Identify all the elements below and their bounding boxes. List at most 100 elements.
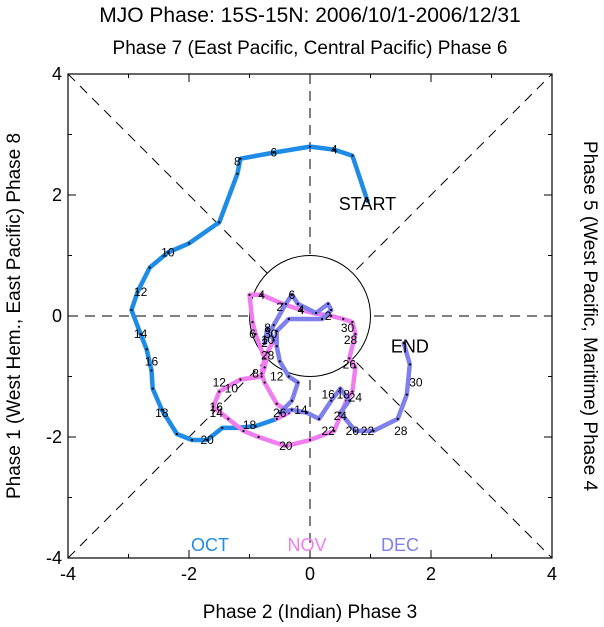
day-label: 28	[261, 348, 275, 362]
series-point	[260, 293, 263, 296]
series-point	[296, 302, 299, 305]
series-point	[275, 330, 278, 333]
series-point	[275, 417, 278, 420]
series-point	[266, 327, 269, 330]
series-point	[251, 320, 254, 324]
series-point	[236, 172, 239, 175]
unit-circle	[249, 255, 371, 377]
series-point	[330, 314, 333, 318]
day-label: 22	[321, 424, 335, 438]
legend-oct: OCT	[191, 535, 229, 555]
series-layer	[129, 144, 413, 449]
day-label: 26	[343, 357, 357, 371]
day-label: 28	[344, 333, 358, 347]
series-point	[284, 444, 287, 448]
series-nov	[210, 292, 358, 449]
series-point	[372, 429, 375, 433]
series-point	[190, 438, 194, 442]
series-point	[308, 145, 312, 148]
right-phase-label: Phase 5 (West Pacific, Maritime) Phase 4	[579, 141, 600, 492]
series-point	[333, 148, 336, 151]
series-point	[272, 151, 275, 154]
legend-dec: DEC	[381, 535, 419, 555]
series-point	[351, 154, 354, 157]
series-point	[305, 411, 309, 414]
day-label: 18	[155, 406, 169, 420]
day-label: 6	[249, 327, 256, 341]
series-point	[354, 333, 357, 336]
series-point	[278, 411, 281, 414]
day-label: 20	[346, 424, 360, 438]
bottom-phase-label: Phase 2 (Indian) Phase 3	[203, 602, 417, 623]
series-point	[160, 408, 163, 411]
series-point	[263, 366, 266, 369]
series-point	[354, 429, 357, 433]
series-point	[354, 366, 357, 369]
day-label: 4	[298, 303, 305, 317]
left-phase-label: Phase 1 (West Hem., East Pacific) Phase …	[4, 133, 25, 499]
day-label: 8	[264, 321, 271, 335]
series-oct	[129, 144, 370, 443]
day-label: 10	[161, 245, 175, 259]
chart-title: MJO Phase: 15S-15N: 2006/10/1-2006/12/31	[99, 4, 520, 27]
series-point	[290, 293, 293, 296]
y-tick-label: 0	[52, 306, 62, 326]
series-point	[254, 425, 257, 428]
legend-nov: NOV	[287, 535, 326, 555]
day-label: 12	[270, 370, 284, 384]
series-line-dec	[262, 292, 413, 434]
series-point	[263, 357, 266, 360]
series-point	[330, 399, 333, 402]
series-point	[287, 375, 290, 378]
series-point	[405, 393, 408, 396]
day-label: 24	[349, 391, 363, 405]
series-point	[136, 290, 139, 293]
series-point	[408, 363, 411, 366]
series-point	[348, 357, 351, 360]
day-label: 18	[337, 388, 351, 402]
series-point	[290, 399, 293, 402]
series-dec	[262, 292, 413, 434]
day-labels: 4681012141618202430282624222018161412108…	[134, 143, 429, 453]
series-point	[333, 429, 336, 433]
series-point	[296, 381, 299, 384]
series-point	[145, 348, 148, 351]
day-label: 2	[325, 309, 332, 323]
series-point	[272, 323, 275, 327]
y-tick-label: 2	[52, 185, 62, 205]
series-point	[396, 417, 399, 420]
day-label: 30	[409, 376, 423, 390]
legend: OCT NOV DEC	[191, 535, 419, 555]
series-point	[263, 381, 266, 384]
x-tick-label: 2	[426, 564, 436, 584]
phase-guides	[67, 73, 553, 559]
day-label: 4	[331, 143, 338, 157]
day-label: 10	[261, 333, 275, 347]
series-point	[275, 402, 278, 405]
series-point	[260, 375, 263, 378]
day-label: 10	[225, 382, 239, 396]
day-label: 6	[289, 288, 296, 302]
day-label: 4	[298, 303, 305, 317]
top-phase-label: Phase 7 (East Pacific, Central Pacific) …	[113, 38, 508, 59]
series-point	[212, 405, 215, 408]
series-point	[317, 417, 321, 420]
x-tick-label: -4	[60, 564, 76, 584]
series-point	[248, 293, 251, 296]
day-label: 16	[210, 400, 224, 414]
series-point	[148, 266, 151, 269]
day-label: 12	[213, 376, 227, 390]
day-label: 2	[276, 300, 283, 314]
series-point	[263, 342, 266, 345]
series-point	[275, 345, 278, 348]
series-point	[348, 399, 351, 402]
day-label: 12	[134, 285, 148, 299]
series-point	[272, 339, 275, 342]
day-label: 6	[270, 146, 277, 160]
series-point	[166, 251, 169, 254]
series-point	[290, 408, 293, 411]
day-label: 8	[234, 155, 241, 169]
day-label: 20	[200, 433, 214, 447]
